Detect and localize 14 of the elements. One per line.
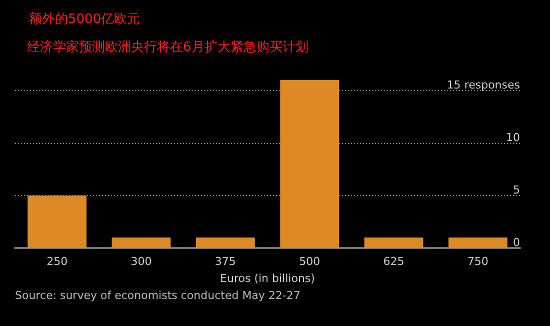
x-tick-label: 300 xyxy=(130,255,152,268)
y-tick-label: 10 xyxy=(506,131,520,144)
x-tick-label: 750 xyxy=(467,255,488,268)
y-tick-label: 15 responses xyxy=(446,78,520,92)
chart-title: 额外的5000亿欧元 xyxy=(29,12,140,27)
x-tick-label: 625 xyxy=(383,255,404,268)
source-note: Source: survey of economists conducted May 22-27 xyxy=(15,289,300,302)
x-tick-label: 250 xyxy=(46,255,68,268)
y-tick-label: 5 xyxy=(513,184,520,196)
x-axis-title: Euros (in billions) xyxy=(220,272,315,285)
x-tick-label: 375 xyxy=(214,255,236,268)
x-tick-label: 500 xyxy=(299,255,320,268)
chart-subtitle: 经济学家预测欧洲央行将在6月扩大紧急购买计划 xyxy=(27,39,308,55)
y-tick-label: 0 xyxy=(513,236,520,249)
